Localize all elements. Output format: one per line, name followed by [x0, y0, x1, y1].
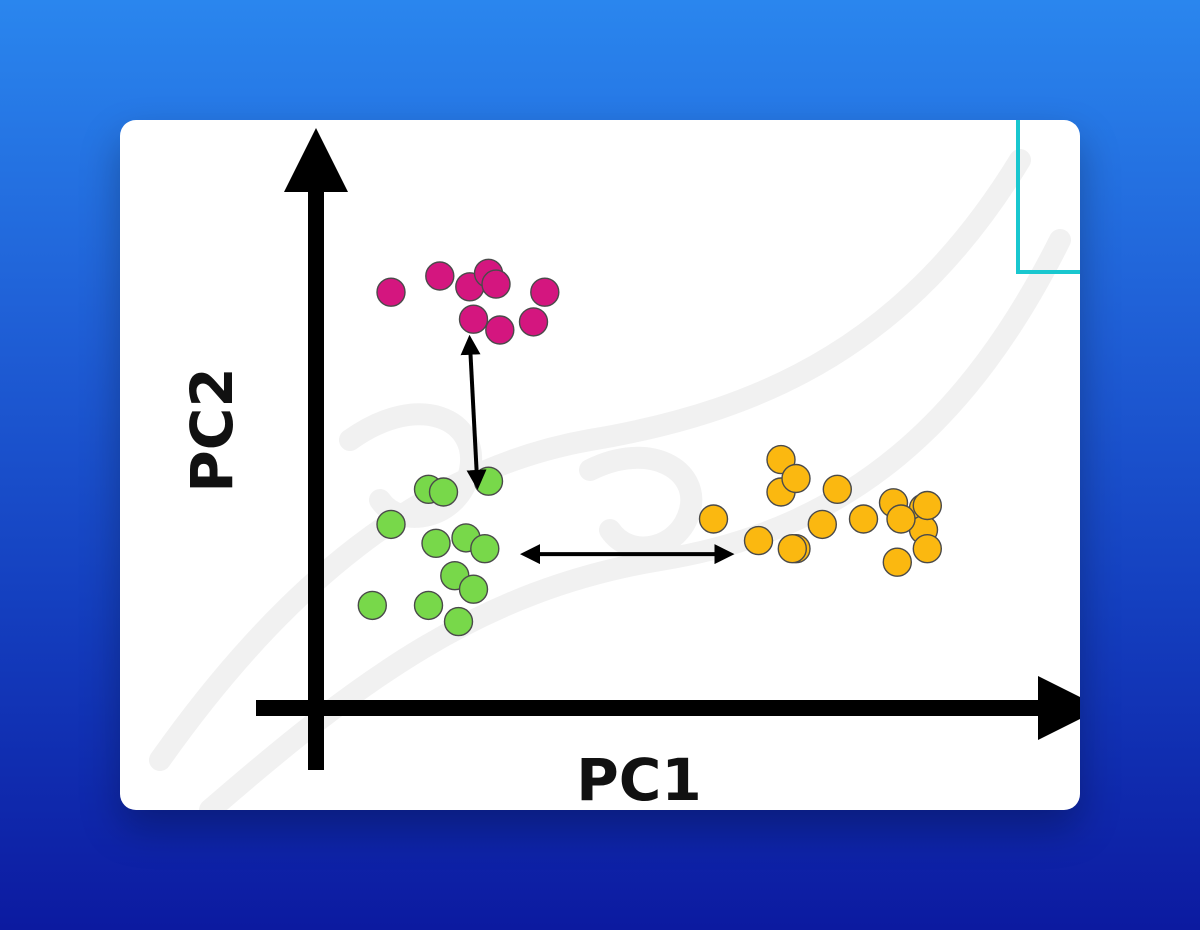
scatter-point-1-2	[425, 261, 455, 291]
chart-card: PC1 PC2	[120, 120, 1080, 810]
scatter-point-2-11	[413, 590, 444, 621]
scatter-point-1-8	[530, 277, 560, 307]
scatter-point-1-5	[481, 269, 511, 299]
scatter-point-2-12	[443, 606, 474, 637]
scatter-point-3-15	[912, 490, 942, 521]
scatter-point-1-9	[518, 307, 549, 337]
scatter-point-2-1	[376, 509, 406, 540]
scatter-point-3-6	[807, 509, 837, 540]
scatter-point-3-4	[781, 463, 811, 494]
x-axis-label: PC1	[576, 746, 701, 810]
scatter-point-3-16	[882, 547, 912, 577]
scatter-point-3-11	[743, 525, 774, 556]
scatter-point-3-13	[777, 534, 807, 564]
double-arrow-1	[460, 334, 487, 490]
scatter-point-3-1	[698, 504, 729, 534]
scatter-point-3-17	[912, 534, 942, 564]
scatter-point-3-14	[886, 504, 916, 534]
scatter-point-1-1	[376, 277, 406, 307]
scatter-points	[357, 258, 942, 637]
pca-scatter-plot: PC1 PC2	[149, 120, 1080, 810]
scatter-point-3-5	[822, 474, 852, 504]
scatter-point-1-7	[485, 315, 515, 345]
cyan-box-outline	[1016, 120, 1080, 274]
scatter-point-2-10	[357, 590, 388, 621]
separation-arrows	[460, 334, 735, 565]
scatter-point-2-7	[470, 534, 500, 564]
scatter-point-2-5	[421, 528, 451, 558]
y-axis-label: PC2	[178, 367, 246, 492]
scatter-point-3-7	[848, 504, 879, 534]
scatter-point-2-3	[428, 477, 459, 507]
scatter-point-1-6	[458, 304, 489, 334]
scatter-point-2-9	[458, 574, 489, 604]
